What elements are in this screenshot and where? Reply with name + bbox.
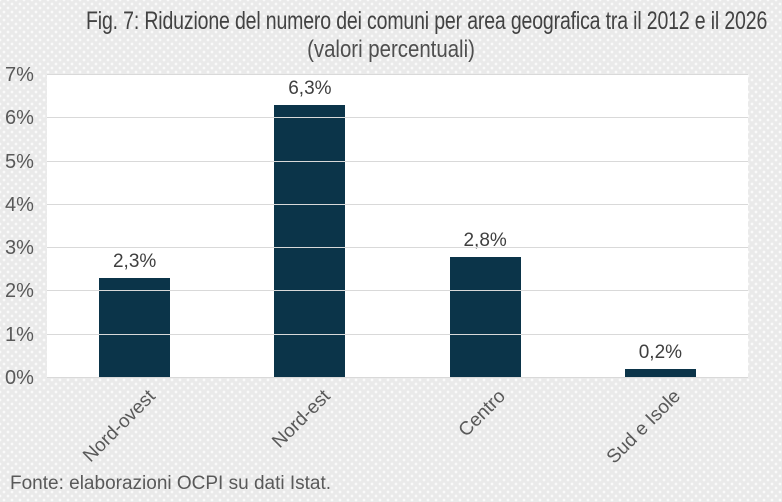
bar-column-2: 6,3%: [222, 75, 397, 378]
gridline-3%: [47, 247, 748, 249]
bar-column-4: 0,2%: [573, 75, 748, 378]
source-note: Fonte: elaborazioni OCPI su dati Istat.: [10, 473, 332, 494]
y-tick-label-2%: 2%: [5, 280, 34, 303]
y-tick-label-1%: 1%: [5, 323, 34, 346]
bar: [449, 256, 521, 378]
bar-value-label: 6,3%: [288, 78, 332, 100]
gridline-6%: [47, 117, 748, 119]
gridline-1%: [47, 333, 748, 335]
category-label: Sud e Isole: [603, 386, 686, 469]
gridline-0%: [47, 377, 748, 378]
y-tick-label-6%: 6%: [5, 107, 34, 130]
bar-value-label: 0,2%: [638, 342, 683, 364]
category-label: Centro: [454, 386, 510, 442]
bar-column-1: 2,3%: [47, 75, 222, 378]
gridline-4%: [47, 203, 748, 205]
category-label: Nord-est: [268, 386, 335, 453]
gridline-2%: [47, 290, 748, 292]
chart-title: Fig. 7: Riduzione del numero dei comuni …: [86, 7, 768, 35]
y-tick-label-3%: 3%: [5, 237, 34, 260]
bar: [99, 278, 171, 378]
y-tick-label-7%: 7%: [5, 64, 34, 86]
bar-value-label: 2,3%: [112, 251, 157, 273]
y-tick-label-0%: 0%: [5, 367, 34, 389]
bars-container: 2,3% 6,3% 2,8% 0,2%: [47, 75, 748, 378]
plot-area: 2,3% 6,3% 2,8% 0,2%: [47, 74, 748, 378]
category-label: Nord-ovest: [78, 386, 160, 467]
gridline-5%: [47, 160, 748, 162]
y-tick-label-5%: 5%: [5, 150, 34, 173]
bar: [274, 105, 346, 378]
chart-subtitle: (valori percentuali): [307, 36, 475, 63]
chart-title-block: Fig. 7: Riduzione del numero dei comuni …: [0, 6, 782, 64]
bar: [624, 369, 696, 378]
gridline-7%: [47, 74, 748, 75]
y-tick-label-4%: 4%: [5, 193, 34, 216]
bar-column-3: 2,8%: [398, 75, 573, 378]
bar-value-label: 2,8%: [463, 229, 507, 251]
